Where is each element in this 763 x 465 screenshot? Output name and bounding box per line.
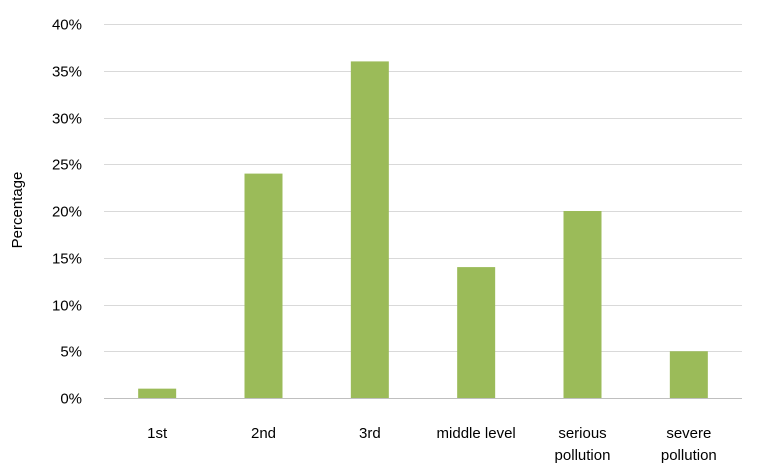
x-axis-ticks: 1st 2nd 3rd middle level serious pollution sev… — [147, 425, 717, 464]
x-tick-label: severe pollution — [661, 425, 717, 464]
y-tick-label: 35% — [52, 64, 82, 81]
y-tick-label: 10% — [52, 298, 82, 315]
x-tick-label: 1st — [147, 425, 168, 442]
x-tick-label: middle level — [437, 425, 516, 442]
x-tick-label: 3rd — [359, 425, 381, 442]
bars-layer — [138, 61, 708, 399]
bar — [244, 173, 283, 398]
y-tick-label: 40% — [52, 17, 82, 34]
bar — [138, 388, 177, 398]
x-tick-label: serious pollution — [555, 425, 611, 464]
y-tick-label: 20% — [52, 204, 82, 221]
bar — [457, 267, 496, 398]
y-tick-label: 5% — [60, 344, 82, 361]
x-tick-label: 2nd — [251, 425, 276, 442]
y-tick-label: 25% — [52, 157, 82, 174]
y-axis-title: Percentage — [9, 172, 26, 249]
grid-layer — [104, 24, 742, 399]
bar — [350, 61, 389, 399]
y-tick-label: 15% — [52, 251, 82, 268]
y-axis-ticks: 0% 5% 10% 15% 20% 25% 30% 35% 40% — [52, 17, 82, 408]
y-tick-label: 30% — [52, 111, 82, 128]
bar — [563, 211, 602, 398]
bar — [669, 351, 708, 398]
y-tick-label: 0% — [60, 391, 82, 408]
